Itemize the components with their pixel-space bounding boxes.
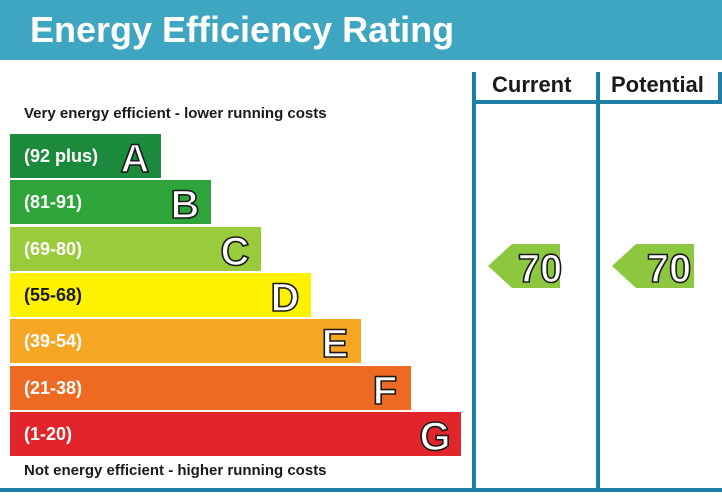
header-bar: Energy Efficiency Rating: [0, 0, 722, 60]
potential-rating-arrow: 70: [612, 244, 712, 292]
band-range-label: (1-20): [24, 424, 73, 444]
band-letter: E: [322, 322, 349, 366]
band-letter-graphic: F: [372, 368, 398, 414]
band-f: (21-38) F: [10, 366, 411, 414]
band-range-label: (81-91): [24, 192, 83, 212]
bottom-rule: [0, 488, 722, 492]
band-b: (81-91) B: [10, 180, 211, 228]
current-rating-value: 70: [518, 247, 563, 291]
column-divider-right: [718, 72, 722, 104]
page-title: Energy Efficiency Rating: [30, 9, 455, 50]
bottom-caption: Not energy efficient - higher running co…: [24, 462, 327, 479]
band-letter-graphic: G: [419, 414, 452, 460]
potential-rating-value: 70: [647, 247, 692, 291]
band-range-label: (69-80): [24, 239, 83, 259]
band-a: (92 plus) A: [10, 134, 161, 182]
band-letter: D: [271, 276, 300, 320]
band-range-label: (55-68): [24, 285, 83, 305]
column-header-rule: [472, 100, 722, 104]
top-caption: Very energy efficient - lower running co…: [24, 105, 327, 122]
potential-arrow-shape: [612, 244, 694, 288]
current-column-header: Current: [492, 72, 572, 97]
band-letter-graphic: C: [220, 229, 250, 275]
band-letter-graphic: E: [321, 321, 349, 367]
band-range-label: (92 plus): [24, 146, 99, 166]
band-e: (39-54) E: [10, 319, 361, 367]
potential-rating-shape: 70: [612, 244, 694, 292]
band-d: (55-68) D: [10, 273, 311, 321]
band-letter-graphic: A: [120, 136, 150, 182]
band-c: (69-80) C: [10, 227, 261, 275]
current-rating-shape: 70: [488, 244, 563, 292]
band-range-label: (21-38): [24, 378, 83, 398]
band-letter: F: [373, 369, 397, 413]
band-letter-graphic: D: [270, 275, 300, 321]
band-letter: G: [419, 415, 450, 459]
band-g: (1-20) G: [10, 412, 461, 460]
column-divider-middle: [596, 72, 600, 492]
band-range-label: (39-54): [24, 331, 83, 351]
current-rating-arrow: 70: [488, 244, 588, 292]
band-letter: B: [171, 183, 200, 227]
column-divider-left: [472, 72, 476, 492]
band-letter: A: [121, 137, 150, 181]
band-letter-graphic: B: [170, 182, 200, 228]
band-letter: C: [221, 230, 250, 274]
potential-column-header: Potential: [611, 72, 704, 97]
current-arrow-shape: [488, 244, 560, 288]
